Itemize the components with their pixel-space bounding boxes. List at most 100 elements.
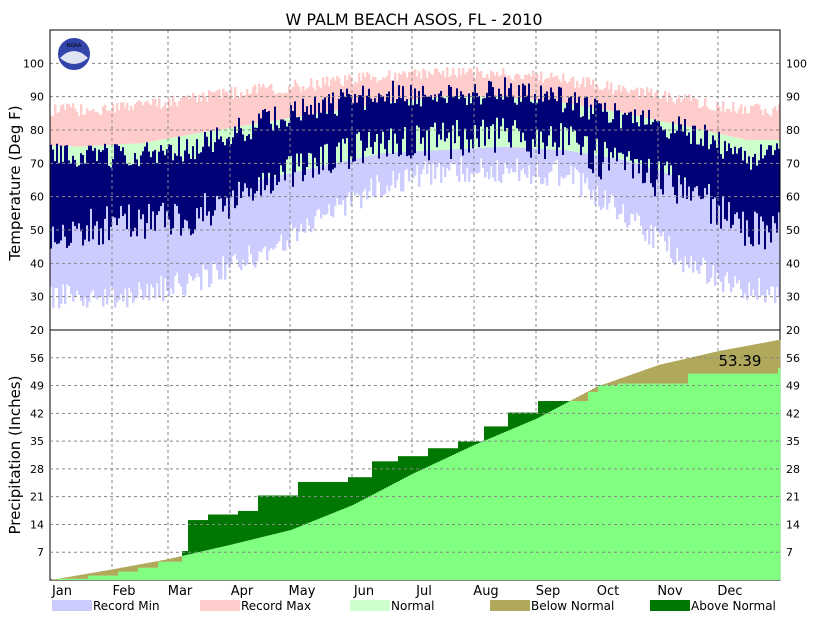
above-normal-bar bbox=[368, 477, 371, 497]
precip-base-bar bbox=[510, 429, 513, 580]
observed-temp-bar bbox=[104, 143, 107, 219]
precip-base-bar bbox=[132, 571, 135, 580]
observed-temp-bar bbox=[178, 136, 181, 214]
above-normal-bar bbox=[566, 401, 569, 403]
observed-temp-bar bbox=[200, 152, 203, 208]
observed-temp-bar bbox=[298, 116, 301, 167]
record-max-bar bbox=[544, 79, 547, 102]
record-min-bar bbox=[514, 147, 517, 173]
below-normal-bar bbox=[102, 571, 105, 576]
observed-temp-bar bbox=[184, 150, 187, 220]
record-max-bar bbox=[82, 115, 85, 147]
above-normal-bar bbox=[216, 514, 219, 548]
record-max-bar bbox=[450, 75, 453, 97]
month-label: Sep bbox=[536, 584, 561, 599]
record-max-bar bbox=[124, 107, 127, 145]
precip-base-bar bbox=[138, 567, 141, 580]
above-normal-bar bbox=[370, 477, 373, 496]
above-normal-bar bbox=[450, 448, 453, 456]
below-normal-bar bbox=[178, 556, 181, 562]
record-min-bar bbox=[610, 157, 613, 195]
observed-temp-bar bbox=[754, 153, 757, 212]
below-normal-bar bbox=[100, 571, 103, 576]
observed-temp-bar bbox=[294, 101, 297, 173]
observed-temp-bar bbox=[136, 159, 139, 237]
precip-base-bar bbox=[702, 373, 705, 580]
below-normal-bar bbox=[774, 340, 777, 374]
observed-temp-bar bbox=[106, 148, 109, 207]
record-min-bar bbox=[518, 147, 521, 181]
observed-temp-bar bbox=[362, 85, 365, 163]
above-normal-bar bbox=[270, 495, 273, 535]
precip-base-bar bbox=[232, 544, 235, 580]
normal-range-bar bbox=[496, 96, 499, 147]
record-max-bar bbox=[182, 97, 185, 136]
below-normal-bar bbox=[74, 575, 77, 579]
record-max-bar bbox=[500, 74, 503, 97]
record-min-bar bbox=[400, 152, 403, 192]
record-min-bar bbox=[664, 172, 667, 242]
observed-temp-bar bbox=[584, 97, 587, 137]
observed-temp-bar bbox=[666, 137, 669, 162]
record-max-bar bbox=[356, 82, 359, 108]
record-max-bar bbox=[54, 104, 57, 146]
temp-tick-label-left: 50 bbox=[30, 224, 44, 237]
record-min-bar bbox=[390, 152, 393, 186]
precip-base-bar bbox=[152, 567, 155, 580]
legend-swatch bbox=[650, 600, 690, 611]
record-max-bar bbox=[378, 80, 381, 104]
precip-base-bar bbox=[312, 521, 315, 580]
observed-temp-bar bbox=[672, 121, 675, 187]
precip-base-bar bbox=[454, 454, 457, 580]
precip-base-bar bbox=[144, 567, 147, 580]
normal-range-bar bbox=[456, 96, 459, 150]
above-normal-bar bbox=[360, 477, 363, 501]
observed-temp-bar bbox=[270, 123, 273, 194]
precip-base-bar bbox=[190, 553, 193, 580]
record-min-bar bbox=[484, 147, 487, 178]
observed-temp-bar bbox=[170, 144, 173, 235]
precip-base-bar bbox=[552, 410, 555, 580]
record-min-bar bbox=[446, 149, 449, 169]
precip-base-bar bbox=[490, 437, 493, 580]
observed-temp-bar bbox=[420, 106, 423, 144]
record-min-bar bbox=[430, 150, 433, 185]
record-max-bar bbox=[204, 96, 207, 133]
precip-base-bar bbox=[256, 538, 259, 580]
record-min-bar bbox=[668, 174, 671, 237]
precip-base-bar bbox=[754, 373, 757, 580]
record-max-bar bbox=[244, 95, 247, 126]
precip-base-bar bbox=[244, 541, 247, 580]
observed-temp-bar bbox=[156, 163, 159, 215]
record-min-bar bbox=[350, 159, 353, 206]
observed-temp-bar bbox=[366, 95, 369, 148]
precip-base-bar bbox=[498, 434, 501, 580]
record-max-bar bbox=[268, 86, 271, 122]
record-max-bar bbox=[272, 90, 275, 121]
precip-base-bar bbox=[622, 383, 625, 580]
below-normal-bar bbox=[170, 558, 173, 562]
observed-temp-bar bbox=[570, 96, 573, 127]
record-max-bar bbox=[232, 98, 235, 128]
precip-base-bar bbox=[440, 460, 443, 580]
observed-temp-bar bbox=[458, 98, 461, 137]
record-max-bar bbox=[174, 102, 177, 138]
precip-tick-label-right: 14 bbox=[786, 518, 800, 531]
precip-base-bar bbox=[718, 373, 721, 580]
record-min-bar bbox=[242, 182, 245, 260]
record-min-bar bbox=[750, 196, 753, 297]
precip-base-bar bbox=[346, 507, 349, 580]
record-max-bar bbox=[506, 77, 509, 98]
above-normal-bar bbox=[316, 481, 319, 520]
precip-base-bar bbox=[304, 524, 307, 580]
record-max-bar bbox=[530, 76, 533, 100]
observed-temp-bar bbox=[432, 99, 435, 128]
below-normal-bar bbox=[86, 573, 89, 579]
precip-base-bar bbox=[202, 551, 205, 580]
below-normal-bar bbox=[54, 579, 57, 580]
observed-temp-bar bbox=[688, 132, 691, 187]
record-min-bar bbox=[326, 164, 329, 214]
record-min-bar bbox=[140, 203, 143, 290]
precip-base-bar bbox=[74, 578, 77, 580]
record-min-bar bbox=[262, 179, 265, 249]
